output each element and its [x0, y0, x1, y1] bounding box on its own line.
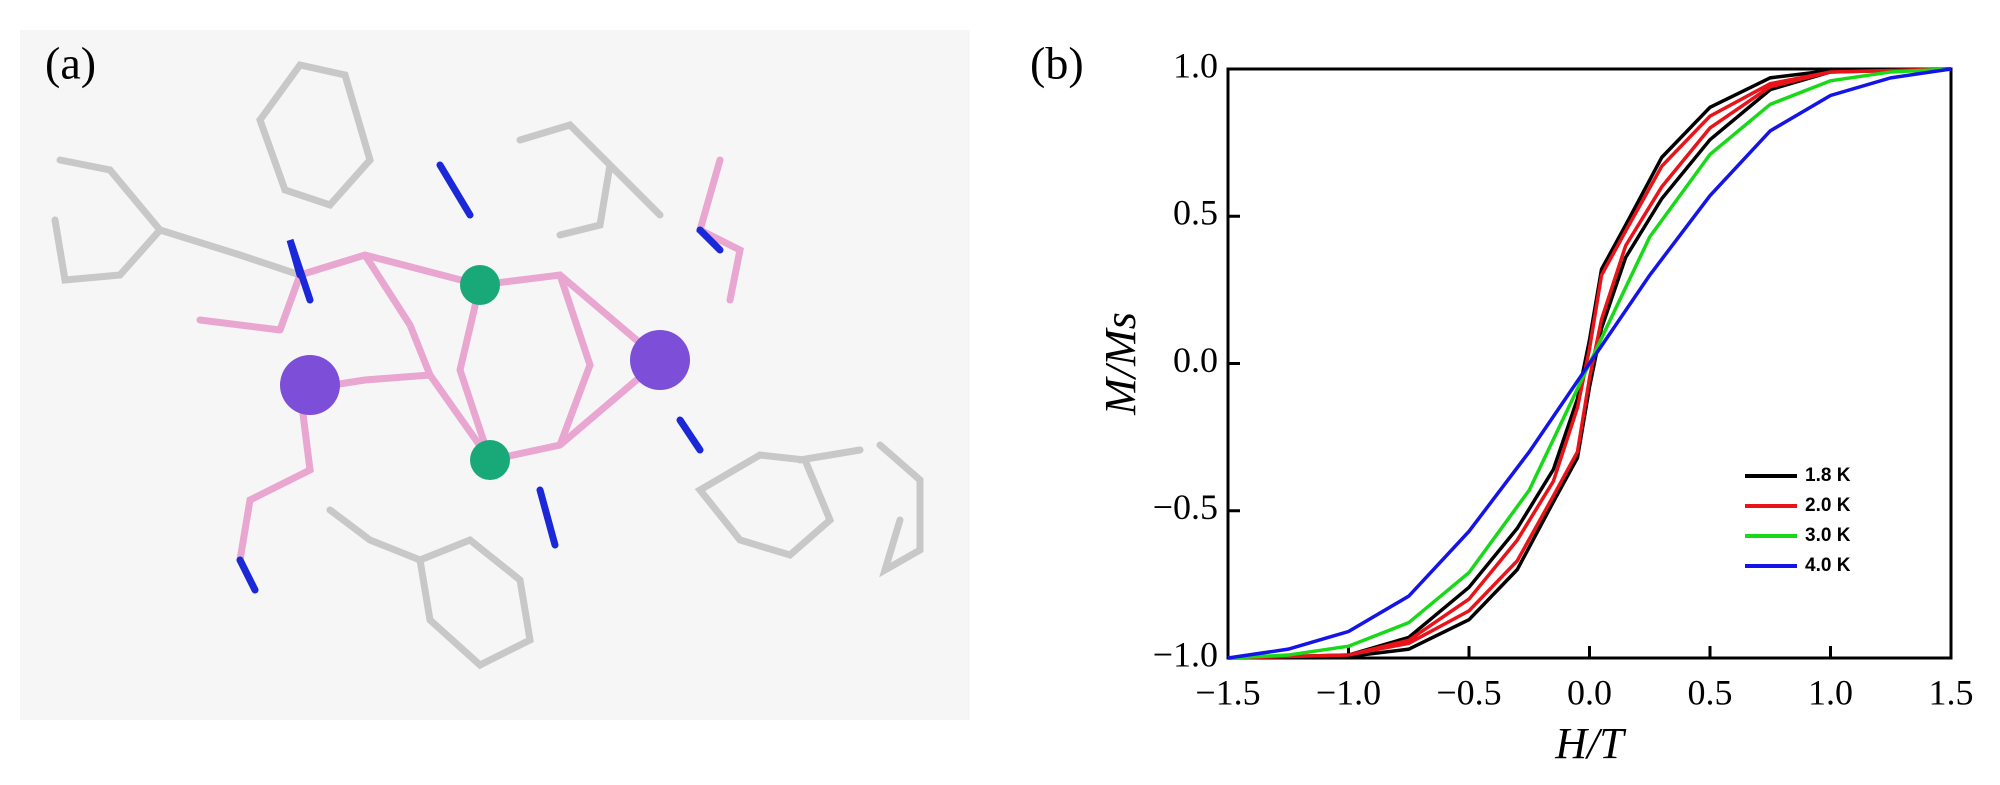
legend-label: 1.8 K	[1805, 465, 1851, 486]
x-tick-label: 0.5	[1688, 672, 1733, 712]
x-tick-label: 1.5	[1929, 672, 1974, 712]
x-tick-label: −1.5	[1195, 672, 1260, 712]
x-tick-label: 1.0	[1808, 672, 1853, 712]
panel-label: (a)	[45, 38, 96, 89]
legend-label: 2.0 K	[1805, 495, 1851, 516]
x-axis-label: H/T	[1554, 719, 1627, 768]
y-tick-label: −0.5	[1153, 487, 1218, 527]
molecule	[51, 61, 924, 670]
structure-background	[20, 30, 970, 720]
x-tick-label: −1.0	[1316, 672, 1381, 712]
metal-atom	[470, 440, 510, 480]
metal-atom	[630, 330, 690, 390]
legend-label: 4.0 K	[1805, 555, 1851, 576]
y-tick-label: 0.0	[1173, 340, 1218, 380]
x-tick-label: −0.5	[1436, 672, 1501, 712]
y-tick-label: 1.0	[1173, 45, 1218, 85]
structure-panel: (a)	[20, 30, 970, 720]
series-line	[1227, 67, 1952, 660]
legend-label: 3.0 K	[1805, 525, 1851, 546]
metal-atom	[280, 355, 340, 415]
y-axis-label: M/Ms	[1096, 312, 1145, 416]
panel-label: (b)	[1030, 38, 1084, 89]
y-tick-label: −1.0	[1153, 634, 1218, 674]
x-tick-label: 0.0	[1567, 672, 1612, 712]
y-tick-label: 0.5	[1173, 193, 1218, 233]
metal-atom	[460, 265, 500, 305]
